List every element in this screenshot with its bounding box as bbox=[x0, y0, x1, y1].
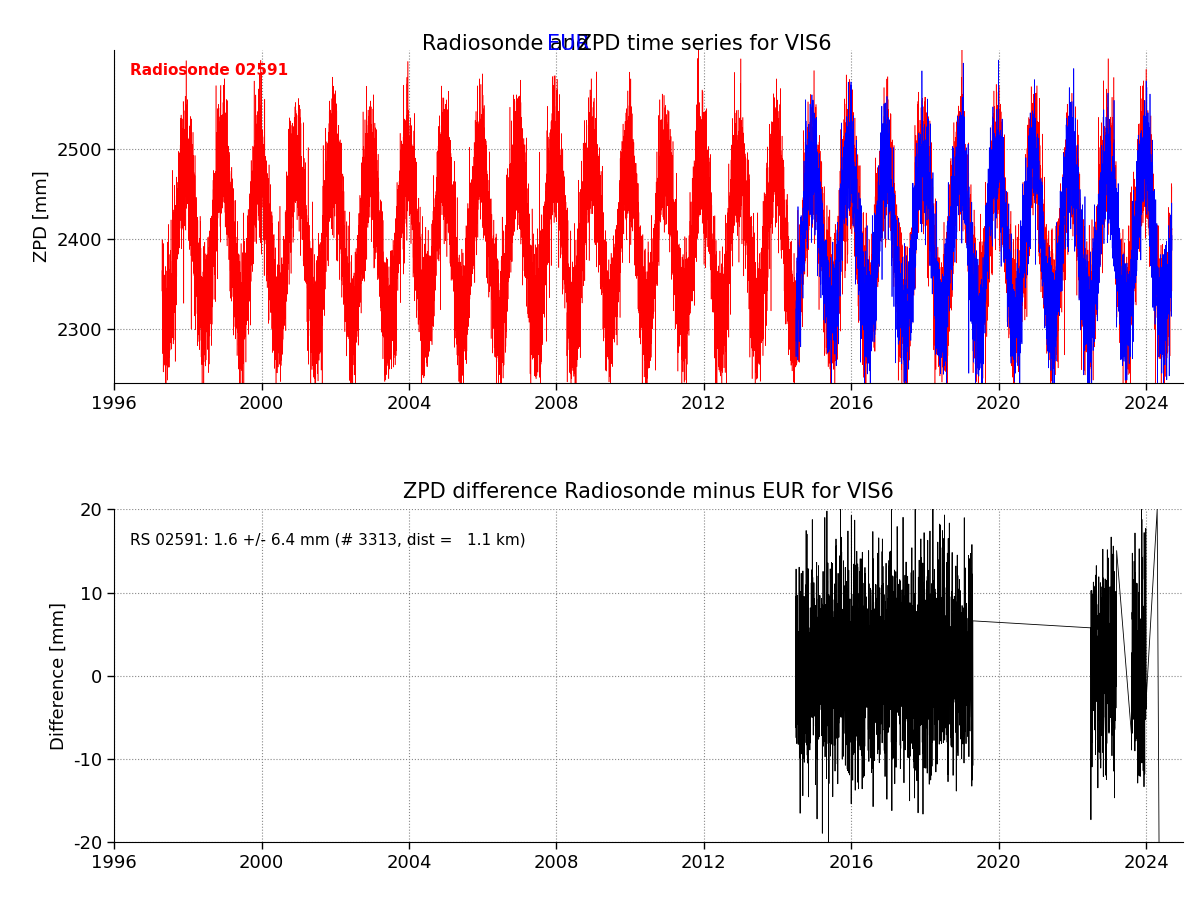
Text: RS 02591: 1.6 +/- 6.4 mm (# 3313, dist =   1.1 km): RS 02591: 1.6 +/- 6.4 mm (# 3313, dist =… bbox=[130, 532, 526, 548]
Title: ZPD difference Radiosonde minus EUR for VIS6: ZPD difference Radiosonde minus EUR for … bbox=[404, 482, 894, 502]
Text: EUR: EUR bbox=[546, 34, 590, 54]
Y-axis label: Difference [mm]: Difference [mm] bbox=[49, 602, 67, 750]
Text: ZPD time series for VIS6: ZPD time series for VIS6 bbox=[572, 34, 832, 54]
Y-axis label: ZPD [mm]: ZPD [mm] bbox=[34, 170, 52, 262]
Text: Radiosonde 02591: Radiosonde 02591 bbox=[130, 63, 288, 77]
Text: Radiosonde and: Radiosonde and bbox=[422, 34, 596, 54]
